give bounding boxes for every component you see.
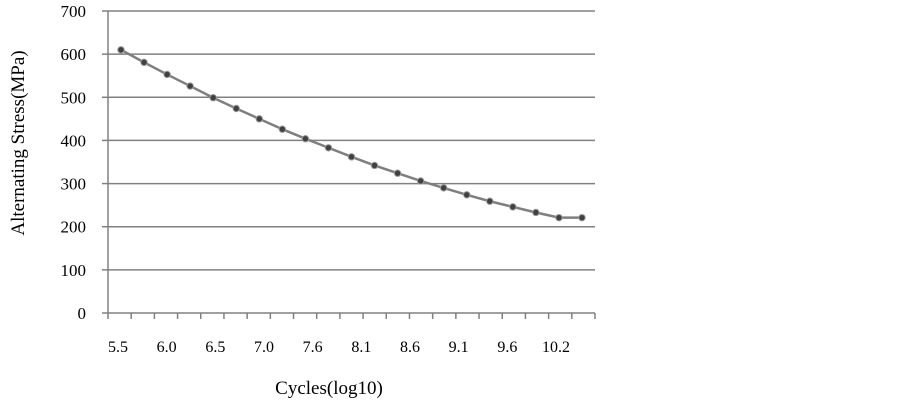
x-tick-labels: 5.5 6.0 6.5 7.0 7.6 8.1 8.6 9.1 9.6 10.2 [108,339,570,356]
data-point [209,94,217,102]
data-point [578,213,586,222]
data-point [463,191,471,199]
data-point [509,203,517,211]
data-point [532,208,540,217]
y-tick-label: 0 [78,304,87,323]
y-tick-label: 200 [61,218,87,237]
data-point [186,82,194,90]
data-point [486,197,494,205]
x-axis-title: Cycles(log10) [275,378,383,399]
data-point [232,104,240,113]
x-tick-label: 9.6 [497,339,517,356]
series-line [120,48,582,219]
gridlines [102,10,596,319]
data-point [393,169,402,177]
data-point [347,153,356,161]
y-tick-label: 700 [61,2,87,21]
series-group [117,46,586,222]
y-tick-label: 600 [61,45,87,64]
data-point [440,184,448,192]
y-tick-label: 400 [61,131,87,150]
y-tick-label: 500 [61,88,87,107]
y-tick-labels: 0 100 200 300 400 500 600 700 [61,2,87,323]
y-tick-label: 100 [61,261,87,280]
axes [107,11,595,314]
x-tick-label: 10.2 [542,339,570,356]
data-point [555,213,563,222]
data-point [324,144,333,152]
data-point [140,58,148,67]
x-tick-label: 8.1 [351,339,371,356]
x-tick-label: 5.5 [108,339,128,356]
x-tick-label: 6.0 [157,339,177,356]
data-point [278,125,287,133]
y-tick-label: 300 [61,175,87,194]
data-point [301,135,310,143]
x-tick-label: 9.1 [449,339,469,356]
x-tick-label: 8.6 [400,339,420,356]
y-axis-title: Alternating Stress(MPa) [8,50,29,235]
x-tick-label: 7.6 [303,339,323,356]
x-tick-label: 7.0 [254,339,274,356]
data-point [255,115,263,123]
data-point [117,46,125,54]
data-point [416,177,425,185]
data-point [163,70,171,79]
data-point [370,161,379,170]
x-tick-label: 6.5 [205,339,225,356]
